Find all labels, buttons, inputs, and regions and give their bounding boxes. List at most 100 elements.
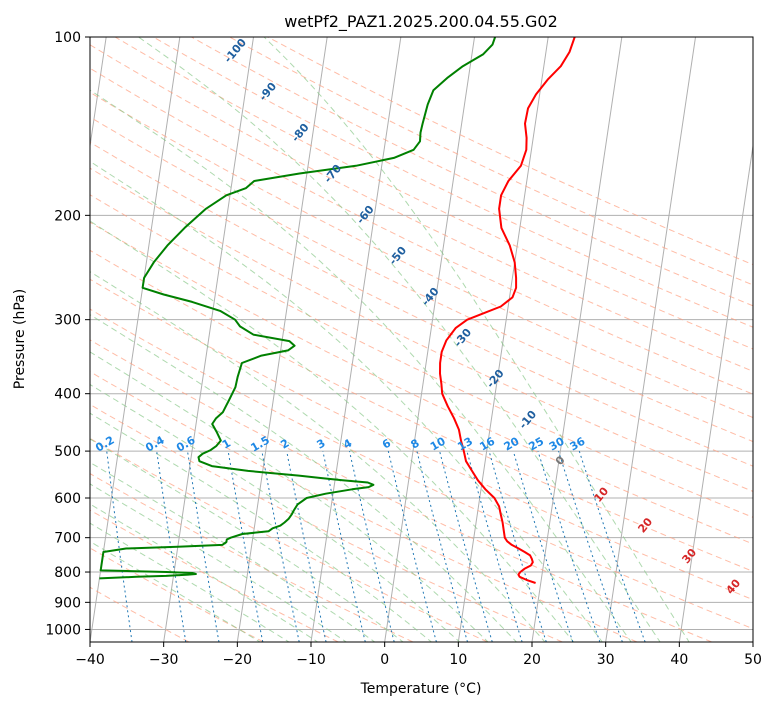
isotherm-line — [605, 37, 697, 642]
isotherm-line — [457, 37, 549, 642]
mixing-ratio-label: 3 — [315, 437, 328, 452]
y-tick-label: 100 — [54, 30, 81, 46]
isotherm-line — [90, 37, 181, 642]
moist-adiabat-label: -80 — [289, 121, 312, 145]
mixing-ratio-line — [227, 451, 264, 642]
isotherm-line — [90, 37, 107, 150]
dry-adiabat-line — [90, 437, 488, 642]
y-tick-label: 700 — [54, 531, 81, 547]
y-tick-label: 500 — [54, 444, 81, 460]
y-tick-label: 900 — [54, 595, 81, 611]
y-tick-label: 200 — [54, 208, 81, 224]
dry-adiabat-line — [90, 221, 753, 545]
x-tick-label: −30 — [149, 652, 179, 668]
dry-adiabat-line — [90, 194, 753, 518]
isotherm-line — [163, 37, 255, 642]
mixing-ratio-label: 4 — [341, 436, 354, 451]
mixing-ratio-line — [537, 450, 601, 642]
dry-adiabat-label: 30 — [679, 546, 699, 566]
isotherm-line — [678, 142, 753, 642]
moist-adiabat-label: -90 — [256, 80, 279, 104]
isotherm-line — [752, 638, 753, 642]
dry-adiabat-line — [90, 586, 190, 642]
mixing-ratio-line — [488, 450, 547, 642]
dry-adiabat-line — [90, 116, 753, 443]
y-tick-label: 300 — [54, 313, 81, 329]
moist-adiabat-line — [90, 160, 603, 642]
mixing-ratio-line — [286, 451, 327, 642]
dry-adiabat-line — [90, 509, 339, 642]
moist-adiabat-line — [138, 37, 661, 642]
mixing-ratio-line — [322, 451, 366, 642]
dry-adiabat-line — [90, 547, 264, 642]
y-tick-label: 600 — [54, 491, 81, 507]
mixing-ratio-line — [512, 450, 574, 642]
x-tick-label: 50 — [744, 652, 762, 668]
dry-adiabat-line — [267, 37, 753, 266]
x-tick-label: 0 — [380, 652, 389, 668]
mixing-ratio-line — [387, 450, 437, 642]
moist-adiabat-line — [90, 483, 348, 642]
x-tick-label: 10 — [449, 652, 467, 668]
x-tick-label: −10 — [296, 652, 326, 668]
temperature-profile-line — [439, 37, 576, 584]
dry-adiabat-label: 10 — [591, 484, 611, 504]
moist-adiabat-line — [263, 37, 690, 642]
x-axis: −40 −30 −20 −10 0 10 20 30 40 50 — [75, 642, 762, 668]
moist-adiabat-line — [90, 271, 546, 642]
dry-adiabat-line — [90, 141, 753, 467]
mixing-ratio-line — [261, 451, 300, 642]
moist-adiabat-label: -20 — [484, 367, 507, 391]
y-axis: 100 200 300 400 500 600 700 800 900 1000 — [45, 30, 90, 638]
moist-adiabat-label: -40 — [419, 285, 442, 309]
background-lines — [90, 37, 753, 642]
isotherm-line — [531, 37, 623, 642]
mixing-ratio-line — [416, 450, 468, 642]
moist-adiabat-line — [90, 522, 290, 642]
x-axis-title: Temperature (°C) — [360, 681, 482, 697]
dry-adiabat-label: 20 — [635, 515, 655, 535]
moist-adiabat-label: 0 — [553, 453, 568, 467]
dry-adiabat-line — [152, 37, 753, 328]
moist-adiabat-line — [90, 89, 632, 642]
dry-adiabat-label: 40 — [723, 576, 743, 596]
moist-adiabat-line — [90, 314, 518, 642]
moist-adiabat-label: -10 — [516, 408, 539, 432]
dry-adiabat-line — [90, 308, 753, 630]
mixing-ratio-label: 1 — [220, 437, 233, 452]
mixing-ratio-line — [578, 450, 646, 642]
dry-adiabat-line — [90, 473, 414, 642]
dry-adiabat-line — [90, 371, 638, 642]
moist-adiabat-label: -50 — [386, 244, 409, 268]
mixing-ratio-line — [439, 450, 493, 642]
x-tick-label: 40 — [670, 652, 688, 668]
labels-layer: 0.1 0.2 0.4 0.6 1 1.5 2 3 4 6 8 10 13 16 20 25 30 36-100-… — [93, 37, 743, 597]
x-tick-label: 20 — [523, 652, 541, 668]
mixing-ratio-label: 6 — [380, 436, 393, 451]
moist-adiabat-line — [90, 383, 461, 642]
dry-adiabat-line — [191, 37, 753, 307]
dry-adiabat-line — [90, 67, 753, 395]
dry-adiabat-line — [90, 44, 753, 372]
mixing-ratio-line — [558, 450, 623, 642]
moist-adiabat-line — [90, 461, 376, 642]
chart-title: wetPf2_PAZ1.2025.200.04.55.G02 — [284, 12, 558, 32]
y-tick-label: 800 — [54, 565, 81, 581]
moist-adiabat-line — [90, 503, 319, 642]
x-tick-label: 30 — [597, 652, 615, 668]
series-layer — [99, 37, 576, 584]
y-axis-title: Pressure (hPa) — [12, 289, 28, 389]
x-tick-label: −20 — [223, 652, 253, 668]
x-tick-label: −40 — [75, 652, 105, 668]
dry-adiabat-line — [90, 403, 563, 642]
moist-adiabat-line — [90, 438, 404, 642]
y-tick-label: 400 — [54, 387, 81, 403]
mixing-ratio-line — [466, 450, 523, 642]
mixing-ratio-line — [349, 450, 395, 642]
moist-adiabat-line — [90, 220, 575, 642]
moist-adiabat-line — [90, 351, 489, 642]
isotherm-line — [384, 37, 476, 642]
moist-adiabat-line — [90, 540, 262, 642]
plot-frame — [89, 36, 754, 643]
